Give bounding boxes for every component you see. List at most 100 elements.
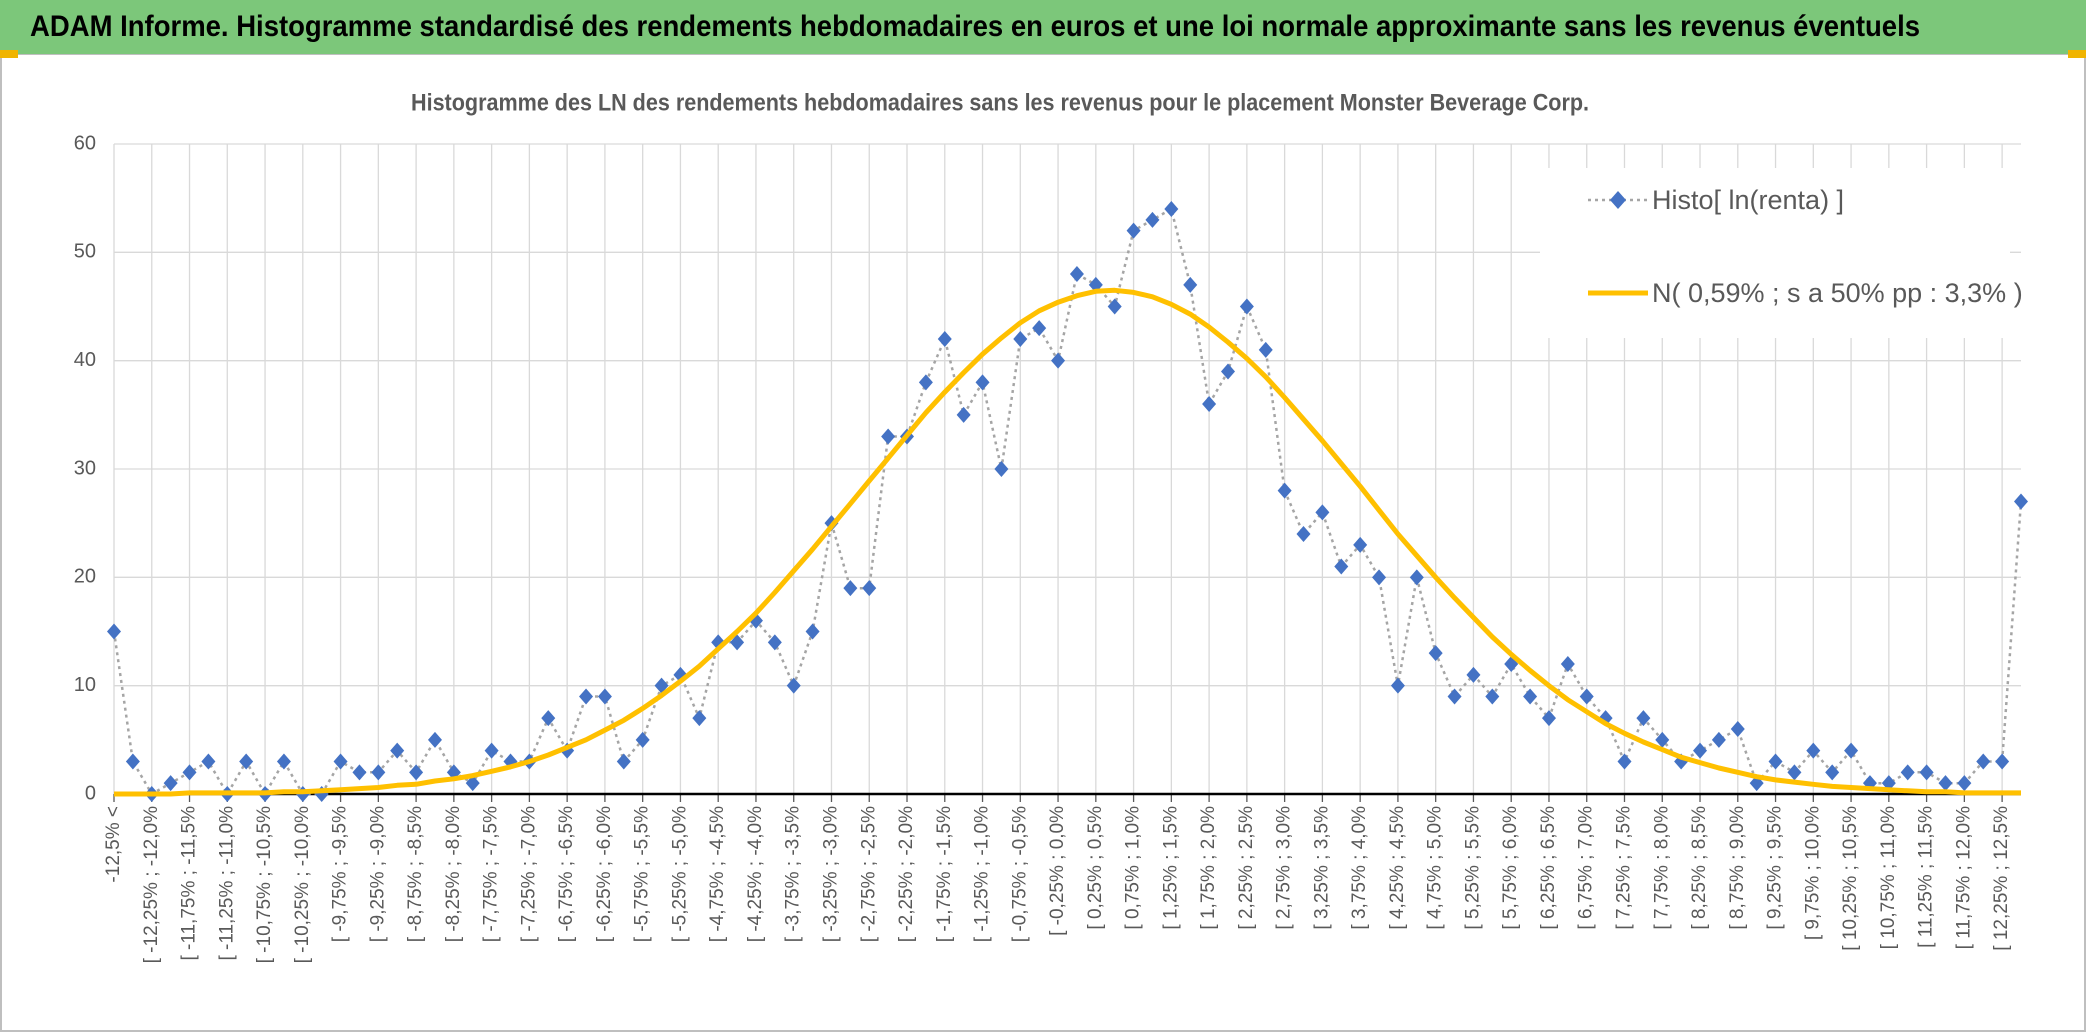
y-tick-label: 50 xyxy=(74,241,96,263)
x-tick-label: [ 11,75% ; 12,0% xyxy=(1953,806,1974,949)
marker xyxy=(1051,352,1066,369)
marker xyxy=(1636,710,1651,727)
legend-label: Histo[ ln(renta) ] xyxy=(1652,185,1844,215)
marker xyxy=(975,374,990,391)
y-tick-label: 30 xyxy=(74,457,96,479)
marker xyxy=(1220,363,1235,380)
marker xyxy=(767,634,782,651)
legend-label: N( 0,59% ; s a 50% pp : 3,3% ) xyxy=(1652,278,2023,308)
x-tick-label: [ -2,75% ; -2,5% xyxy=(858,806,879,942)
marker xyxy=(239,753,254,770)
marker xyxy=(597,688,612,705)
series-line xyxy=(114,287,2021,797)
marker xyxy=(1900,764,1915,781)
plot-area xyxy=(107,201,2028,802)
y-tick-label: 20 xyxy=(74,566,96,588)
x-tick-label: [ -10,75% ; -10,5% xyxy=(254,806,275,963)
marker xyxy=(427,731,442,748)
marker xyxy=(692,710,707,727)
marker xyxy=(1390,677,1405,694)
marker xyxy=(1711,731,1726,748)
x-tick-label: [ -10,25% ; -10,0% xyxy=(292,806,313,963)
marker xyxy=(1258,341,1273,358)
marker xyxy=(1730,721,1745,737)
x-tick-label: [ 6,25% ; 6,5% xyxy=(1538,806,1559,930)
x-tick-label: [ -4,25% ; -4,0% xyxy=(745,806,766,942)
x-tick-label: [ -0,75% ; -0,5% xyxy=(1009,806,1030,942)
marker xyxy=(1315,504,1330,521)
marker xyxy=(786,677,801,694)
x-tick-label: [ 12,25% ; 12,5% xyxy=(1991,806,2012,951)
x-tick-label: [ -8,25% ; -8,0% xyxy=(443,806,464,942)
x-tick-label: [ -3,75% ; -3,5% xyxy=(783,806,804,942)
marker xyxy=(276,753,291,770)
x-tick-label: [ -7,75% ; -7,5% xyxy=(481,806,502,942)
marker xyxy=(730,634,745,651)
x-tick-label: [ 6,75% ; 7,0% xyxy=(1576,806,1597,930)
x-tick-label: [ 0,25% ; 0,5% xyxy=(1085,806,1106,930)
x-tick-label: [ 5,75% ; 6,0% xyxy=(1500,806,1521,930)
x-tick-label: [ -1,25% ; -1,0% xyxy=(972,806,993,942)
grid: 0 10 20 30 40 50 60 -12,5% < [ -12,25% ; -12,0% [… xyxy=(74,132,2021,963)
x-tick-label: [ 8,75% ; 9,0% xyxy=(1727,806,1748,930)
marker xyxy=(937,331,952,347)
marker xyxy=(1032,320,1047,337)
x-tick-label: [ -5,75% ; -5,5% xyxy=(632,806,653,942)
marker xyxy=(1428,645,1443,662)
corner-mark xyxy=(2068,50,2086,58)
marker xyxy=(107,623,121,640)
marker xyxy=(862,580,877,597)
x-tick-label: [ -11,25% ; -11,0% xyxy=(216,806,237,961)
x-tick-label: [ -6,75% ; -6,5% xyxy=(556,806,577,942)
marker xyxy=(484,742,499,759)
marker xyxy=(409,764,424,781)
x-tick-label: [ -1,75% ; -1,5% xyxy=(934,806,955,942)
x-tick-label: [ 9,75% ; 10,0% xyxy=(1802,806,1823,940)
x-tick-label: [ -5,25% ; -5,0% xyxy=(669,806,690,942)
marker xyxy=(1107,298,1122,315)
page-title: ADAM Informe. Histogramme standardisé de… xyxy=(30,10,1920,43)
marker xyxy=(1372,569,1387,586)
marker xyxy=(1787,764,1802,781)
marker xyxy=(465,775,480,792)
x-tick-label: [ -8,75% ; -8,5% xyxy=(405,806,426,942)
marker xyxy=(579,688,594,705)
marker xyxy=(2014,493,2028,510)
marker xyxy=(1617,753,1632,770)
marker xyxy=(541,710,556,727)
x-tick-label: [ 10,25% ; 10,5% xyxy=(1840,806,1861,951)
x-tick-label: [ 2,25% ; 2,5% xyxy=(1236,806,1257,930)
x-tick-label: [ 8,25% ; 8,5% xyxy=(1689,806,1710,930)
marker xyxy=(1957,775,1972,792)
x-tick-label: [ -7,25% ; -7,0% xyxy=(518,806,539,942)
x-tick-label: [ 9,25% ; 9,5% xyxy=(1765,806,1786,930)
x-tick-label: [ -12,25% ; -12,0% xyxy=(141,806,162,963)
marker xyxy=(1693,742,1708,759)
marker xyxy=(654,677,669,694)
marker xyxy=(1202,396,1217,412)
corner-mark xyxy=(0,50,18,58)
x-tick-label: [ 1,25% ; 1,5% xyxy=(1160,806,1181,930)
marker xyxy=(1844,742,1859,759)
x-tick-label: [ 3,25% ; 3,5% xyxy=(1311,806,1332,930)
y-tick-label: 10 xyxy=(74,674,96,696)
marker xyxy=(1334,558,1349,575)
marker xyxy=(1541,710,1556,727)
marker xyxy=(1655,731,1670,748)
marker xyxy=(390,742,405,759)
x-tick-label: [ 1,75% ; 2,0% xyxy=(1198,806,1219,930)
y-tick-label: 0 xyxy=(85,782,96,804)
legend: Histo[ ln(renta) ] N( 0,59% ; s a 50% pp … xyxy=(1540,168,2023,338)
marker xyxy=(1560,656,1575,672)
marker xyxy=(1447,688,1462,705)
marker xyxy=(1183,276,1198,293)
x-tick-label: [ 2,75% ; 3,0% xyxy=(1274,806,1295,930)
marker xyxy=(1277,482,1292,499)
marker xyxy=(163,775,178,792)
marker xyxy=(1825,764,1840,781)
marker xyxy=(1579,688,1594,705)
legend-marker xyxy=(1610,191,1626,209)
x-tick-label: [ -0,25% ; 0,0% xyxy=(1047,806,1068,936)
marker xyxy=(843,580,858,597)
marker xyxy=(994,461,1009,477)
